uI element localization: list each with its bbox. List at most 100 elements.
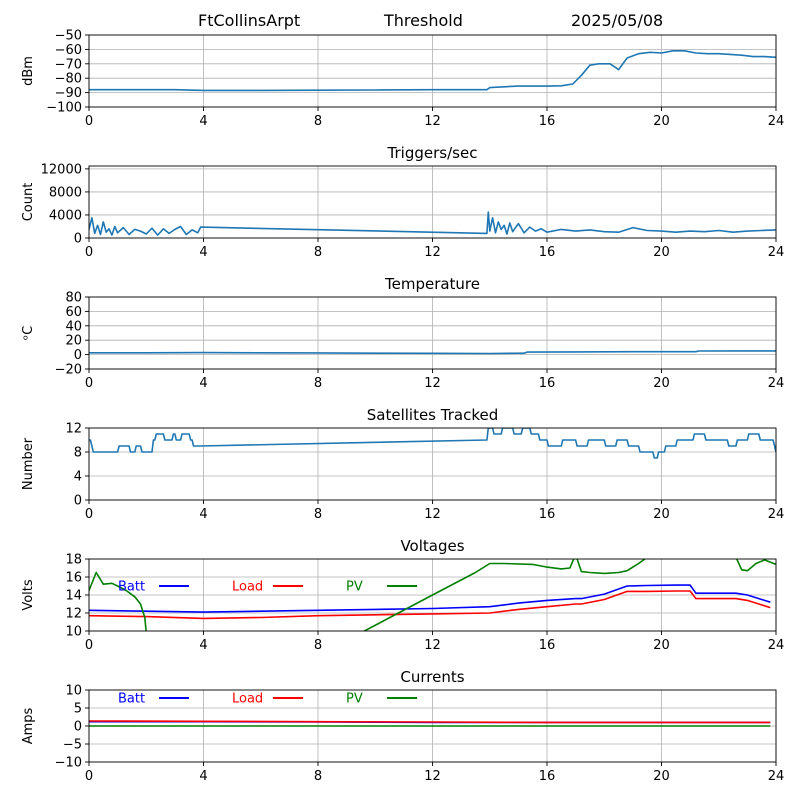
y-axis-label: Volts (21, 579, 36, 611)
y-tick-label: 16 (65, 571, 82, 586)
x-tick-label: 0 (85, 638, 93, 653)
y-tick-label: −10 (55, 756, 82, 771)
x-tick-label: 24 (768, 507, 785, 522)
legend-label-load: Load (232, 580, 263, 595)
x-tick-label: 24 (768, 376, 785, 391)
x-tick-label: 4 (199, 245, 207, 260)
x-tick-label: 20 (653, 114, 670, 129)
x-tick-label: 4 (199, 114, 207, 129)
subplot-title: Currents (400, 668, 464, 686)
x-tick-label: 12 (424, 114, 441, 129)
station-label: FtCollinsArpt (198, 11, 301, 30)
y-tick-label: 4 (74, 470, 82, 485)
y-tick-label: 5 (74, 702, 82, 717)
y-tick-label: 18 (65, 553, 82, 568)
y-tick-label: 0 (74, 494, 82, 509)
subplot-1: 0 4 8 12 16 20 24 −100−90−80−70−60−50 dBm (21, 29, 784, 130)
y-tick-label: 60 (65, 305, 82, 320)
y-tick-label: −70 (55, 57, 82, 72)
y-tick-label: −20 (55, 363, 82, 378)
y-tick-label: −100 (46, 101, 82, 116)
x-tick-label: 8 (314, 507, 322, 522)
x-tick-label: 20 (653, 638, 670, 653)
y-tick-label: 8 (74, 446, 82, 461)
subplot-6: 0 4 8 12 16 20 24 −10 −5 0 5 10 Amps Currents Batt Load… (21, 668, 784, 784)
series-line-load (89, 590, 771, 620)
x-tick-label: 4 (199, 638, 207, 653)
x-tick-label: 24 (768, 638, 785, 653)
series-line-load (89, 720, 771, 724)
date-label: 2025/05/08 (571, 11, 664, 30)
y-tick-label: 14 (65, 589, 82, 604)
legend-label-batt: Batt (118, 580, 145, 595)
x-tick-label: 4 (199, 507, 207, 522)
series-group (89, 428, 776, 459)
x-tick-label: 16 (539, 507, 556, 522)
series-line (89, 211, 776, 236)
series-line-pv (89, 559, 776, 631)
series-line (89, 49, 776, 92)
series-group (89, 350, 776, 355)
y-tick-label: 0 (74, 720, 82, 735)
x-tick-label: 24 (768, 114, 785, 129)
subplot-5: 0 4 8 12 16 20 24 10 12 14 16 18 Volts Voltages Batt Lo… (21, 537, 784, 653)
x-tick-label: 16 (539, 114, 556, 129)
x-tick-label: 0 (85, 769, 93, 784)
y-axis-label: Number (21, 437, 36, 490)
subplot-title: Satellites Tracked (367, 406, 498, 424)
legend-label-load: Load (232, 692, 263, 707)
x-tick-label: 8 (314, 114, 322, 129)
series-group (89, 720, 771, 727)
subplot-title: Voltages (400, 537, 464, 555)
x-tick-label: 16 (539, 638, 556, 653)
y-tick-label: 10 (65, 625, 82, 640)
series-line (89, 350, 776, 355)
y-axis-label: Amps (21, 707, 36, 744)
y-tick-label: 12 (65, 422, 82, 437)
x-tick-label: 0 (85, 245, 93, 260)
x-tick-label: 20 (653, 769, 670, 784)
x-tick-label: 0 (85, 507, 93, 522)
x-tick-label: 0 (85, 114, 93, 129)
legend-label-pv: PV (346, 580, 363, 595)
y-axis-label: Count (21, 183, 36, 222)
x-tick-label: 12 (424, 769, 441, 784)
x-tick-label: 12 (424, 638, 441, 653)
y-tick-label: 0 (74, 232, 82, 247)
subplot-title: Triggers/sec (387, 144, 478, 162)
y-tick-label: −90 (55, 86, 82, 101)
x-tick-label: 24 (768, 769, 785, 784)
subplot-2: 0 4 8 12 16 20 24 0 4000 8000 12000 Count Triggers/s… (21, 144, 784, 260)
series-group (89, 211, 776, 236)
y-tick-label: 0 (74, 348, 82, 363)
mode-label: Threshold (384, 11, 463, 30)
y-tick-label: −80 (55, 72, 82, 87)
series-group (89, 49, 776, 92)
x-tick-label: 12 (424, 507, 441, 522)
legend-label-pv: PV (346, 692, 363, 707)
y-tick-label: 12000 (41, 162, 82, 177)
x-tick-label: 20 (653, 376, 670, 391)
x-tick-label: 4 (199, 769, 207, 784)
x-tick-label: 4 (199, 376, 207, 391)
x-tick-label: 8 (314, 638, 322, 653)
y-tick-label: −50 (55, 29, 82, 44)
legend-label-batt: Batt (118, 692, 145, 707)
x-tick-label: 24 (768, 245, 785, 260)
series-line-batt (89, 584, 771, 613)
y-tick-label: 80 (65, 291, 82, 306)
x-tick-label: 12 (424, 245, 441, 260)
x-tick-label: 8 (314, 376, 322, 391)
x-tick-label: 8 (314, 769, 322, 784)
x-tick-label: 12 (424, 376, 441, 391)
x-tick-label: 16 (539, 376, 556, 391)
y-tick-label: 4000 (49, 208, 82, 223)
y-tick-label: 10 (65, 684, 82, 699)
series-group (89, 559, 776, 631)
subplot-4: 0 4 8 12 16 20 24 0 4 8 12 Number Satellites Tracked (21, 406, 784, 522)
x-tick-label: 16 (539, 769, 556, 784)
y-tick-label: −5 (63, 738, 82, 753)
x-tick-label: 8 (314, 245, 322, 260)
